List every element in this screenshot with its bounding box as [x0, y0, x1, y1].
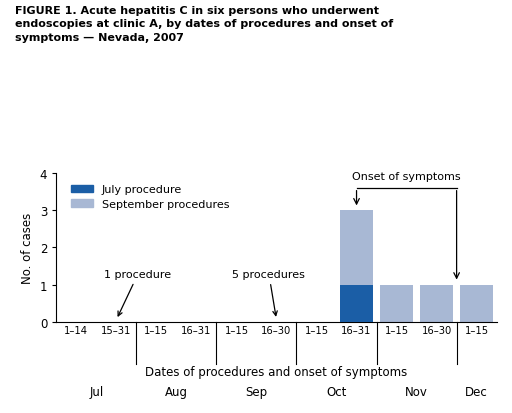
Text: Nov: Nov	[405, 385, 428, 398]
Text: FIGURE 1. Acute hepatitis C in six persons who underwent
endoscopies at clinic A: FIGURE 1. Acute hepatitis C in six perso…	[15, 6, 394, 43]
Bar	[460, 285, 493, 322]
Text: Oct: Oct	[326, 385, 347, 398]
Text: Sep: Sep	[245, 385, 268, 398]
X-axis label: Dates of procedures and onset of symptoms: Dates of procedures and onset of symptom…	[145, 366, 408, 378]
Text: 1 procedure: 1 procedure	[104, 269, 172, 316]
Text: Dec: Dec	[465, 385, 488, 398]
Legend: July procedure, September procedures: July procedure, September procedures	[66, 180, 234, 214]
Text: Jul: Jul	[89, 385, 103, 398]
Text: Onset of symptoms: Onset of symptoms	[352, 172, 461, 182]
Text: 5 procedures: 5 procedures	[232, 269, 305, 316]
Text: Aug: Aug	[165, 385, 188, 398]
Y-axis label: No. of cases: No. of cases	[21, 212, 34, 283]
Bar	[340, 211, 373, 322]
Bar	[420, 285, 453, 322]
Bar	[340, 285, 373, 322]
Bar	[380, 285, 413, 322]
